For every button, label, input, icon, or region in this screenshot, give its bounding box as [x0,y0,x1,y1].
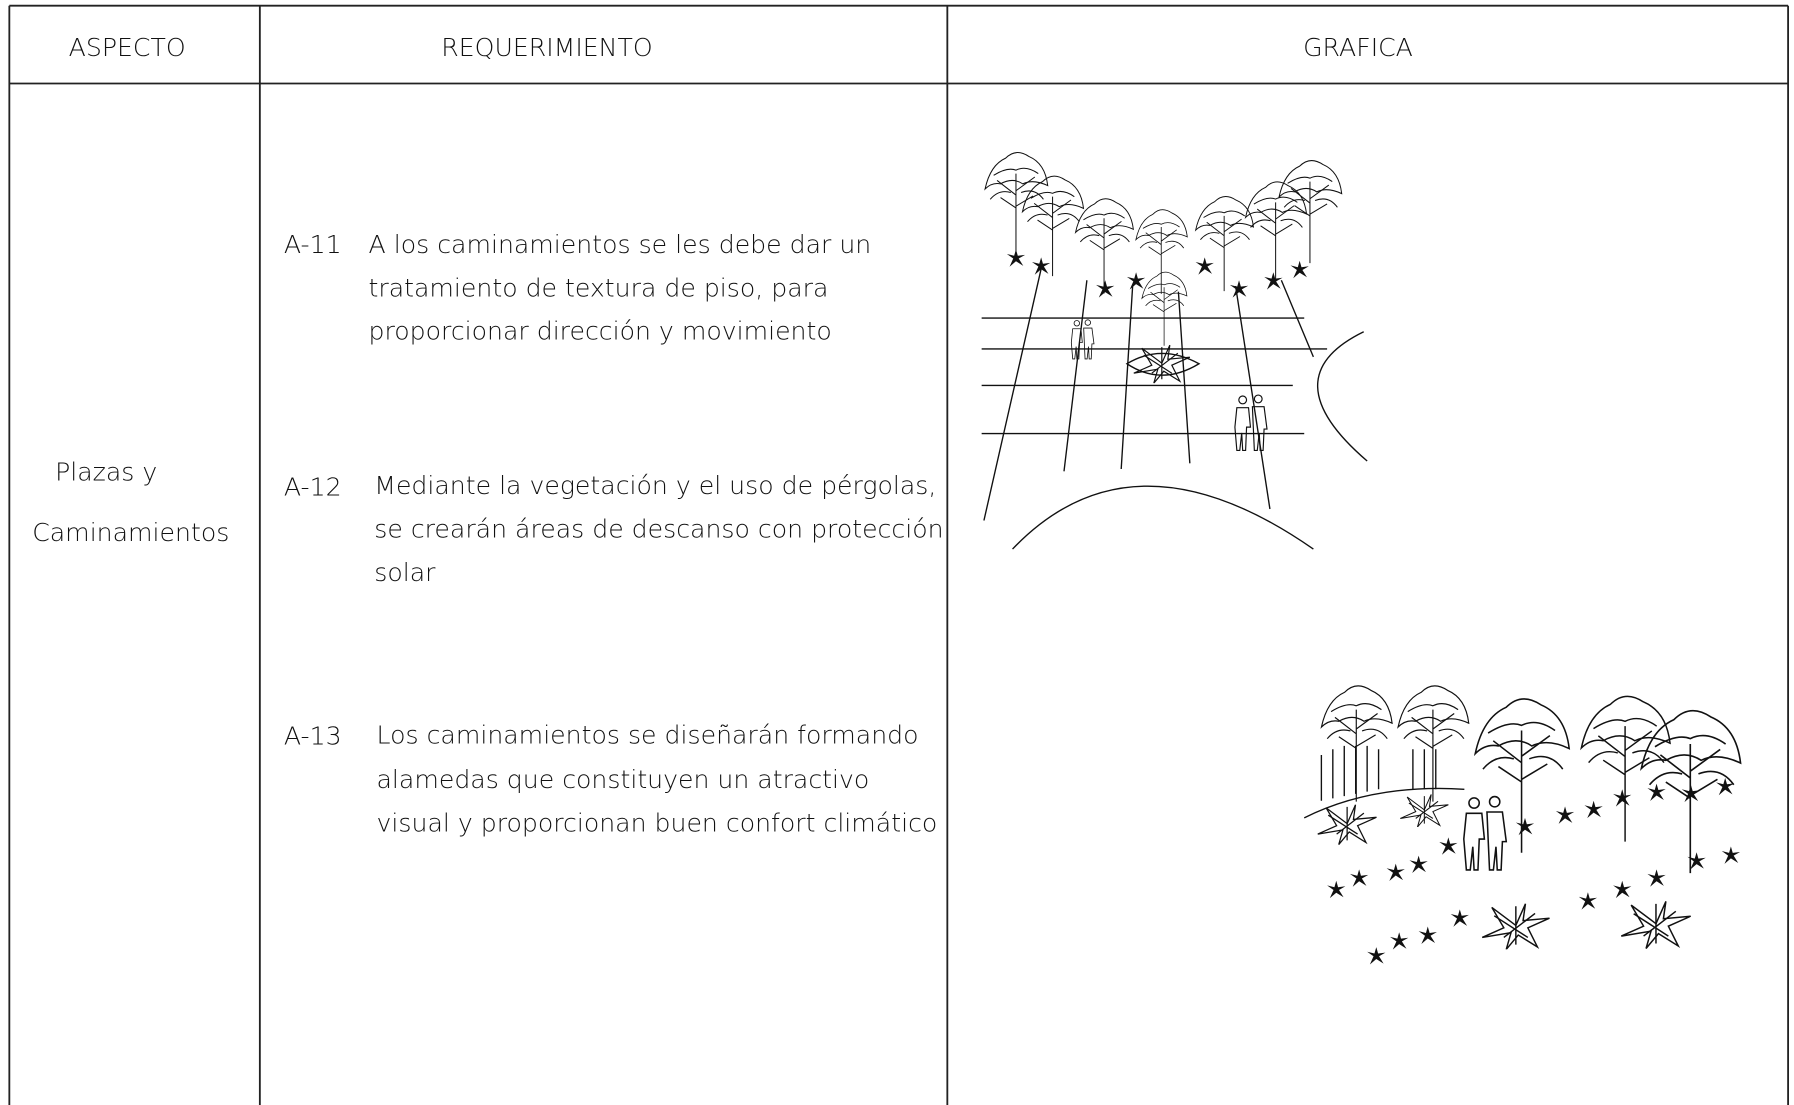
header: GRAFICA [1303,33,1413,62]
header: ASPECTO [69,33,186,62]
req-line: se crearán áreas de descanso con protecc… [374,515,943,544]
aspect: Caminamientos [32,518,229,547]
req-code: A-12 [284,472,342,501]
req-line: A los caminamientos se les debe dar un [369,230,872,259]
table-grid [8,4,1790,1105]
aspect: Plazas y [55,457,157,486]
req-line: solar [374,558,436,587]
alameda-sketch [1303,685,1742,965]
req-line: Los caminamientos se diseñarán formando [377,721,919,750]
req-code: A-11 [284,230,342,259]
req-line: tratamiento de textura de piso, para [369,273,829,302]
req-line: visual y proporcionan buen confort climá… [377,809,938,838]
header: REQUERIMIENTO [441,33,652,62]
req-line: proporcionar dirección y movimiento [369,317,832,346]
req-code: A-13 [284,722,342,751]
req-line: alamedas que constituyen un atractivo [377,765,870,794]
req-line: Mediante la vegetación y el uso de pérgo… [374,471,936,500]
plaza-sketch [981,151,1368,550]
